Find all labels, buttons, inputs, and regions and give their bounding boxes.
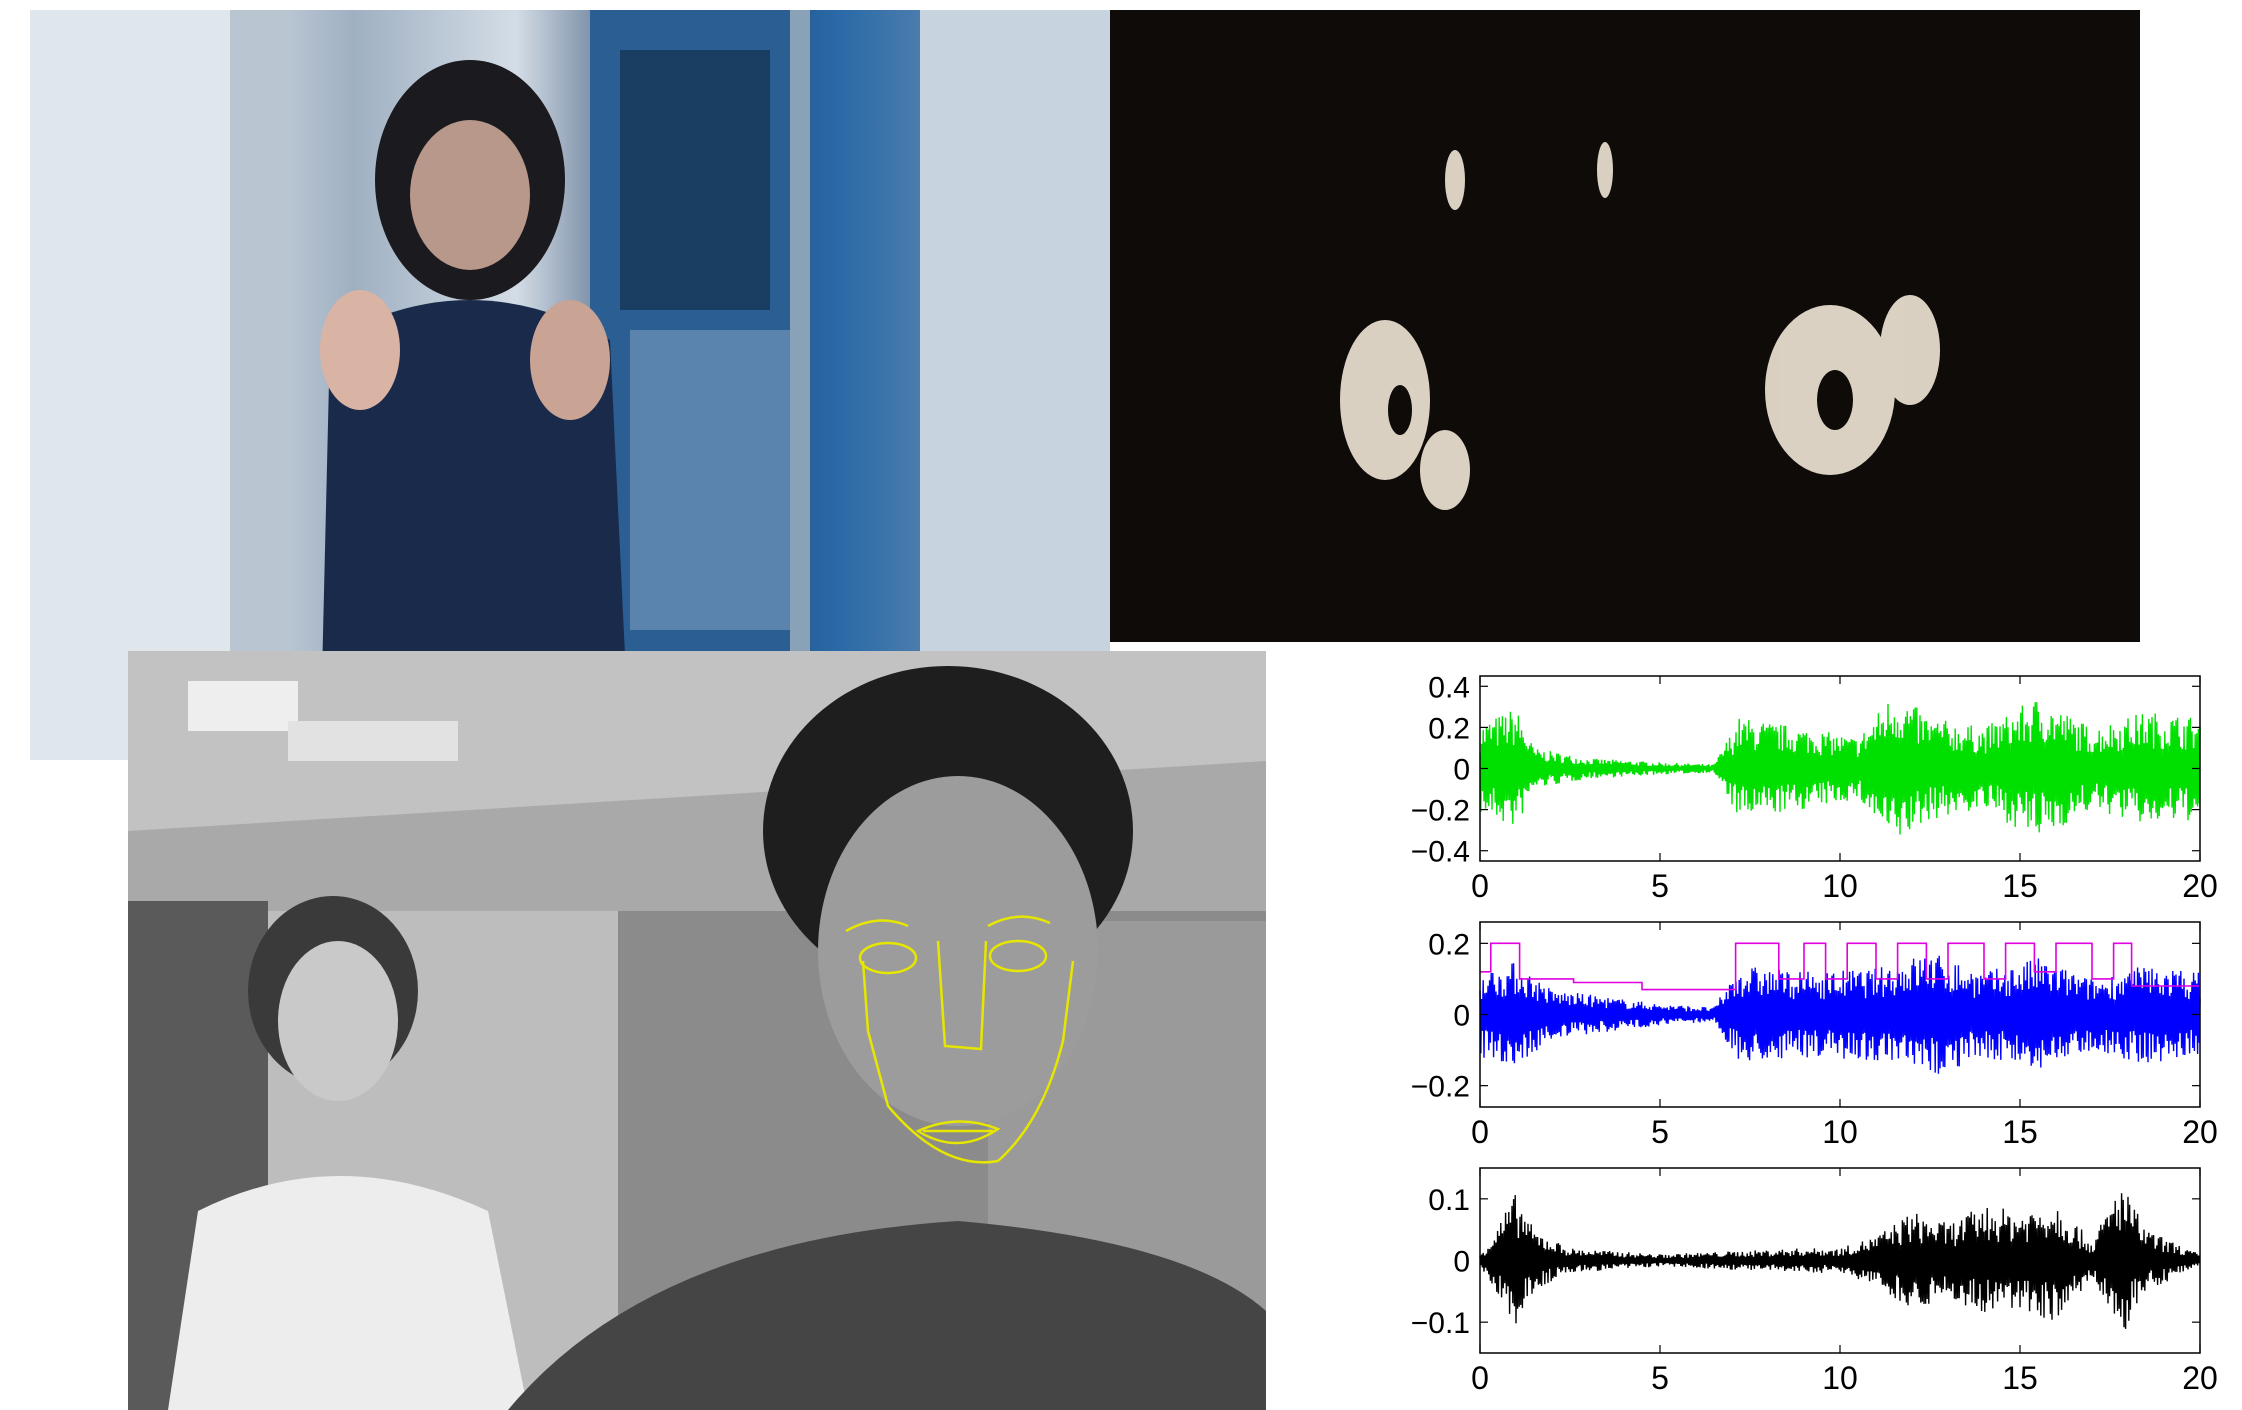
y-tick-label: −0.4 <box>1411 836 1470 869</box>
y-tick-label: −0.2 <box>1411 1071 1470 1104</box>
x-tick-label: 20 <box>2182 1360 2218 1396</box>
x-tick-label: 0 <box>1471 868 1489 904</box>
signal-plots-svg: 0 5 10 15 200.40.20−0.2−0.40 5 10 15 200.20−0.20… <box>1411 671 2218 1396</box>
motion-difference-image <box>1110 10 2140 642</box>
x-tick-label: 20 <box>2182 1114 2218 1150</box>
y-tick-label: 0 <box>1453 1246 1470 1279</box>
y-tick-label: 0 <box>1453 1000 1470 1033</box>
plot-2: 0 5 10 15 200.20−0.2 <box>1411 921 2218 1150</box>
x-tick-label: 10 <box>1822 868 1858 904</box>
plot-3: 0 5 10 15 200.10−0.1 <box>1411 1167 2218 1396</box>
x-tick-label: 5 <box>1651 868 1669 904</box>
face-tracking-scene <box>128 651 1266 1410</box>
y-tick-label: 0.4 <box>1428 671 1470 704</box>
office-photo-scene <box>30 10 1110 760</box>
y-tick-label: −0.2 <box>1411 795 1470 828</box>
y-tick-label: 0 <box>1453 754 1470 787</box>
y-tick-label: 0.2 <box>1428 712 1470 745</box>
signal-trace <box>1479 955 2201 1074</box>
office-photo <box>30 10 1110 760</box>
x-tick-label: 20 <box>2182 868 2218 904</box>
face-mesh-overlay <box>845 915 1075 1164</box>
y-tick-label: 0.2 <box>1428 928 1470 961</box>
plot-1: 0 5 10 15 20 0.4 0.2 0 −0.2 −0.4 <box>1411 671 2218 904</box>
signal-trace <box>1479 1193 2201 1329</box>
x-tick-label: 10 <box>1822 1360 1858 1396</box>
x-tick-label: 5 <box>1651 1114 1669 1150</box>
y-tick-label: −0.1 <box>1411 1307 1470 1340</box>
x-tick-label: 0 <box>1471 1360 1489 1396</box>
signal-plots: 0 5 10 15 20 0.4 0.2 0 −0.2 −0.4 0 5 10 15 20 0.2 0 −0.2 0… <box>1350 660 2242 1410</box>
x-tick-label: 15 <box>2002 1114 2038 1150</box>
x-tick-label: 10 <box>1822 1114 1858 1150</box>
x-tick-label: 5 <box>1651 1360 1669 1396</box>
x-tick-label: 15 <box>2002 1360 2038 1396</box>
motion-blobs <box>1110 10 2140 642</box>
signal-trace <box>1479 702 2201 835</box>
face-tracking-photo <box>128 651 1266 1410</box>
x-tick-label: 0 <box>1471 1114 1489 1150</box>
y-tick-label: 0.1 <box>1428 1184 1470 1217</box>
signal-trace-magenta <box>1480 942 2200 991</box>
x-tick-label: 15 <box>2002 868 2038 904</box>
